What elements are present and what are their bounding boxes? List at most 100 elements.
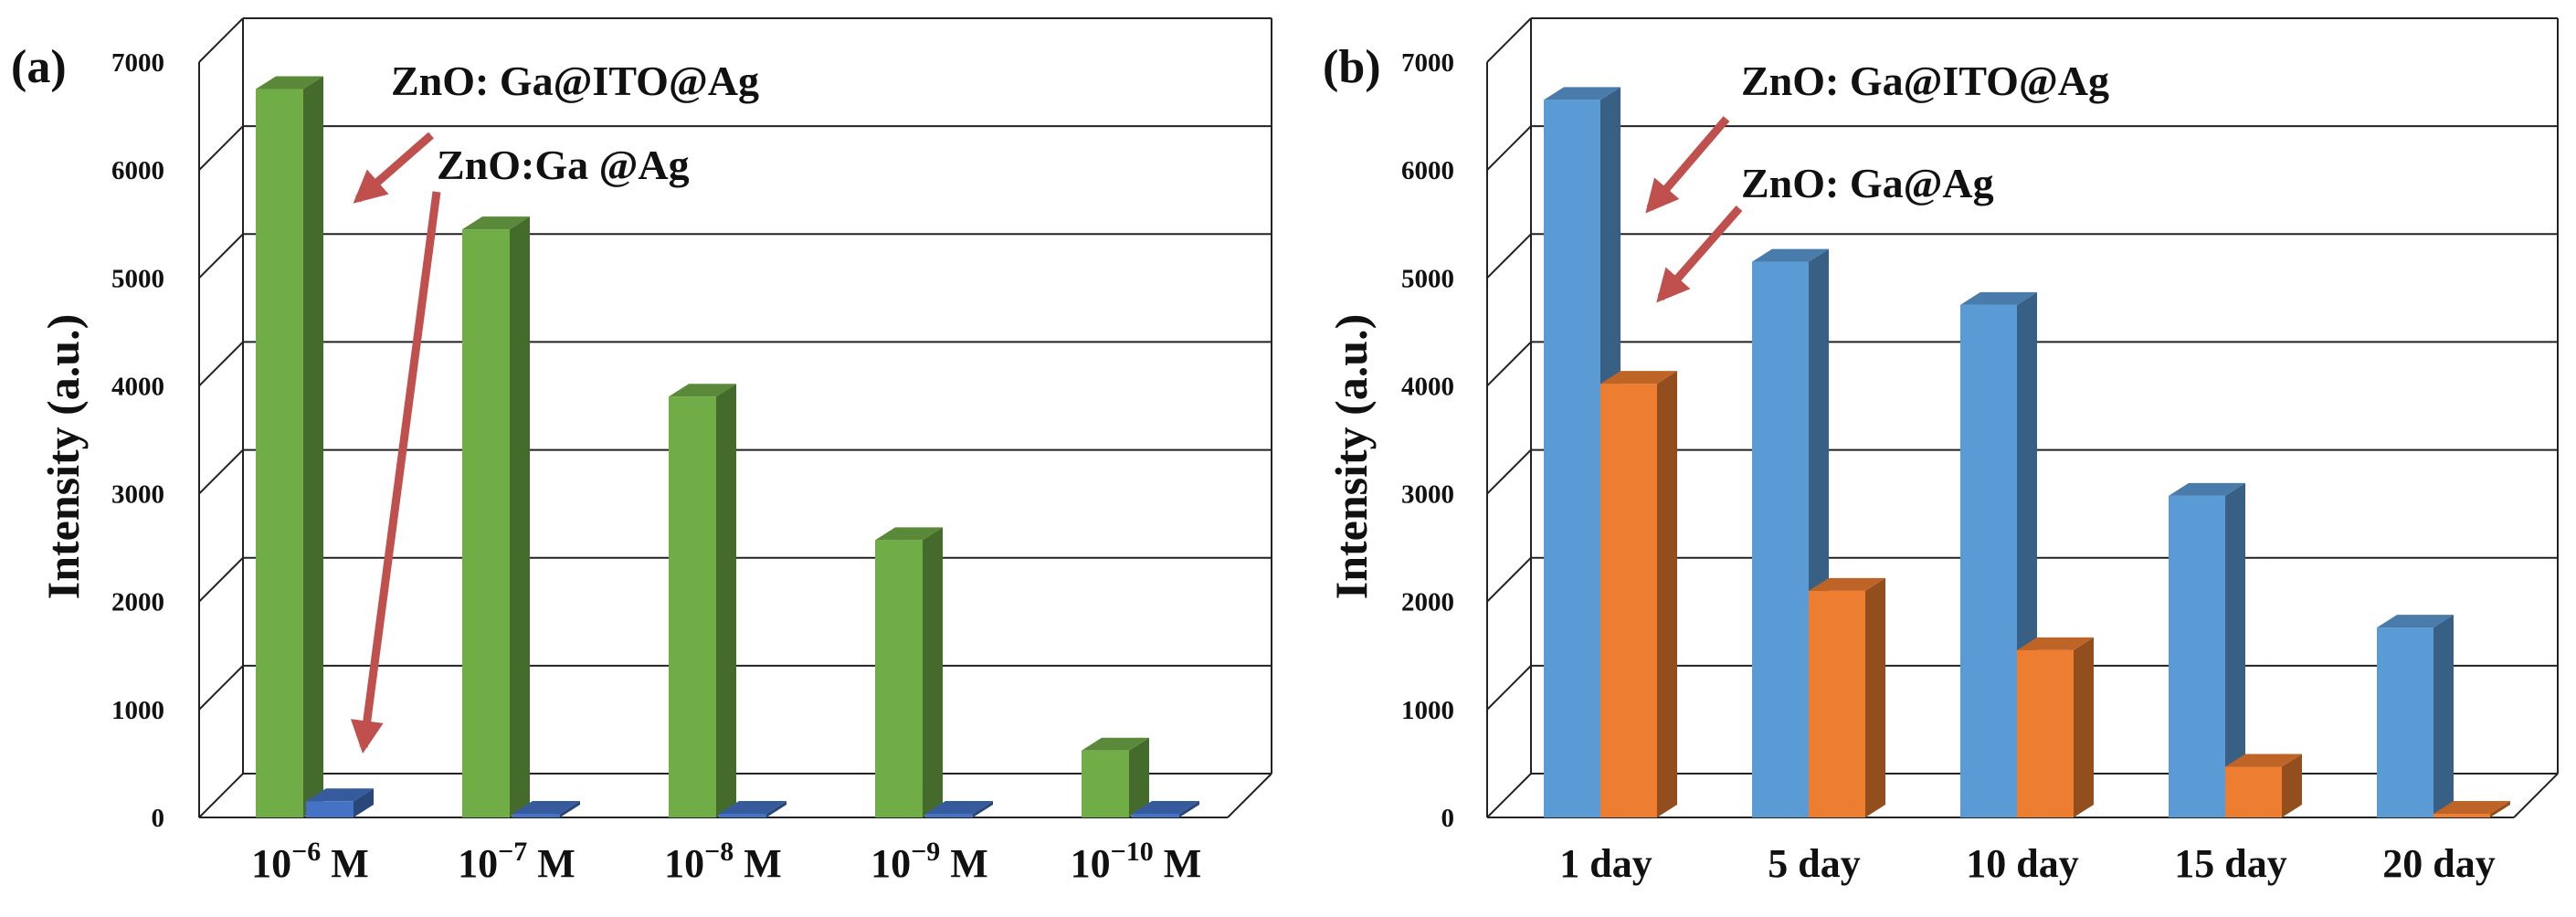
panel-a-wall-line — [198, 341, 244, 387]
panel-a-axis-frame — [1227, 773, 1272, 818]
bar-top-face — [2169, 482, 2245, 496]
bar-top-face — [669, 384, 736, 397]
bar-front-face — [1544, 100, 1600, 818]
panel-a-annotation-ga: ZnO:Ga @Ag — [437, 142, 690, 188]
panel-b-bars — [1544, 87, 2510, 818]
panel-b-y-tick-label: 2000 — [1401, 588, 1454, 617]
bar-top-face — [512, 801, 580, 814]
bar-b-zno-ga-ag-1 — [1809, 577, 1885, 817]
bar-a-zno-ga-ag-0 — [306, 788, 374, 817]
bar-side-face — [766, 801, 787, 817]
panel-b-y-tick-label: 4000 — [1401, 372, 1454, 401]
panel-a-y-tick-label: 4000 — [111, 372, 164, 401]
panel-a-wall-line — [198, 665, 244, 711]
bar-front-face — [2433, 814, 2490, 817]
panel-a-y-tick-label: 2000 — [111, 588, 164, 617]
panel-b-wall-line — [1486, 557, 1532, 603]
panel-b-y-tick-label: 6000 — [1401, 156, 1454, 185]
panel-b-annotation-ito: ZnO: Ga@ITO@Ag — [1741, 58, 2109, 104]
bar-b-zno-ga-ito-ag-0 — [1544, 87, 1621, 818]
panel-a-wall-line — [198, 557, 244, 603]
bar-a-zno-ga-ito-ag-3 — [875, 527, 943, 817]
bar-top-face — [306, 788, 374, 802]
panel-a-x-tick-label: 10−9 M — [871, 837, 988, 886]
panel-b-y-tick-label: 7000 — [1401, 48, 1454, 78]
panel-a: (a) Intensity (a.u.) 0 1000 2000 3000 4000 50… — [11, 17, 1272, 886]
bar-a-zno-ga-ag-3 — [925, 801, 993, 817]
panel-a-y-tick-label: 1000 — [111, 696, 164, 725]
panel-b-y-tick-label: 1000 — [1401, 696, 1454, 725]
bar-side-face — [1657, 371, 1677, 817]
bar-side-face — [560, 801, 580, 817]
panel-a-bars — [256, 76, 1199, 818]
bar-b-zno-ga-ag-4 — [2433, 801, 2510, 817]
bar-front-face — [1082, 750, 1129, 817]
bar-a-zno-ga-ag-2 — [719, 801, 787, 817]
bar-top-face — [875, 527, 943, 541]
bar-front-face — [512, 814, 560, 817]
bar-top-face — [1600, 371, 1677, 385]
bar-a-zno-ga-ito-ag-4 — [1082, 737, 1149, 817]
bar-front-face — [925, 814, 973, 817]
panel-b-y-tick-label: 0 — [1441, 804, 1455, 833]
bar-front-face — [1752, 261, 1809, 817]
bar-side-face — [2433, 615, 2454, 817]
panel-a-y-axis-label: Intensity (a.u.) — [37, 314, 89, 600]
panel-a-label: (a) — [11, 41, 67, 93]
panel-b-annotation-ga: ZnO: Ga@Ag — [1741, 160, 1994, 206]
panel-b-x-tick-label: 1 day — [1559, 841, 1652, 886]
bar-front-face — [256, 89, 303, 818]
bar-b-zno-ga-ito-ag-4 — [2377, 615, 2454, 817]
panel-b-y-ticks: 0 1000 2000 3000 4000 5000 6000 7000 — [1401, 48, 1454, 833]
panel-a-y-tick-label: 5000 — [111, 264, 164, 293]
bar-a-zno-ga-ag-4 — [1132, 801, 1199, 817]
panel-a-y-ticks: 0 1000 2000 3000 4000 5000 6000 7000 — [111, 48, 164, 833]
bar-front-face — [1132, 814, 1179, 817]
bar-top-face — [1082, 737, 1149, 751]
bar-top-face — [2433, 801, 2510, 814]
bar-top-face — [1960, 291, 2037, 305]
panel-a-y-tick-label: 6000 — [111, 156, 164, 185]
bar-side-face — [2074, 637, 2094, 817]
bar-front-face — [462, 229, 510, 817]
bar-b-zno-ga-ag-3 — [2225, 754, 2302, 817]
bar-a-zno-ga-ito-ag-1 — [462, 216, 530, 817]
bar-a-zno-ga-ag-1 — [512, 801, 580, 817]
bar-side-face — [973, 801, 993, 817]
bar-side-face — [1179, 801, 1199, 817]
bar-top-face — [925, 801, 993, 814]
panel-b-wall-line — [1486, 233, 1532, 279]
panel-a-x-ticks: 10−6 M 10−7 M 10−8 M 10−9 M 10−10 M — [251, 837, 1201, 886]
panel-a-x-tick-label: 10−8 M — [664, 837, 782, 886]
panel-b-y-axis-label: Intensity (a.u.) — [1325, 314, 1377, 600]
panel-b-x-tick-label: 5 day — [1768, 841, 1860, 886]
panel-b: (b) Intensity (a.u.) 0 1000 2000 3000 4000 50… — [1323, 17, 2559, 886]
panel-b-wall-line — [1486, 341, 1532, 387]
bar-side-face — [1865, 577, 1885, 817]
bar-front-face — [669, 396, 716, 817]
bar-front-face — [875, 540, 923, 817]
bar-side-face — [303, 76, 323, 818]
panel-b-x-ticks: 1 day 5 day 10 day 15 day 20 day — [1559, 841, 2495, 886]
panel-a-wall-line — [198, 233, 244, 279]
bar-front-face — [2225, 766, 2282, 817]
bar-top-face — [2377, 615, 2454, 628]
bar-side-face — [716, 384, 736, 817]
panel-b-wall-line — [1486, 125, 1532, 171]
panel-a-arrow-ito — [353, 132, 434, 204]
bar-side-face — [2282, 754, 2302, 817]
bar-side-face — [1129, 737, 1149, 817]
bar-a-zno-ga-ito-ag-2 — [669, 384, 736, 817]
bar-front-face — [1809, 590, 1865, 817]
panel-a-wall-line — [198, 125, 244, 171]
bar-top-face — [462, 216, 530, 230]
bar-top-face — [256, 76, 323, 90]
panel-b-grid — [1486, 17, 2559, 818]
bar-side-face — [923, 527, 943, 817]
bar-top-face — [2225, 754, 2302, 767]
panel-b-wall-line — [1486, 665, 1532, 711]
bar-top-face — [719, 801, 787, 814]
bar-front-face — [719, 814, 766, 817]
panel-a-y-tick-label: 7000 — [111, 48, 164, 78]
